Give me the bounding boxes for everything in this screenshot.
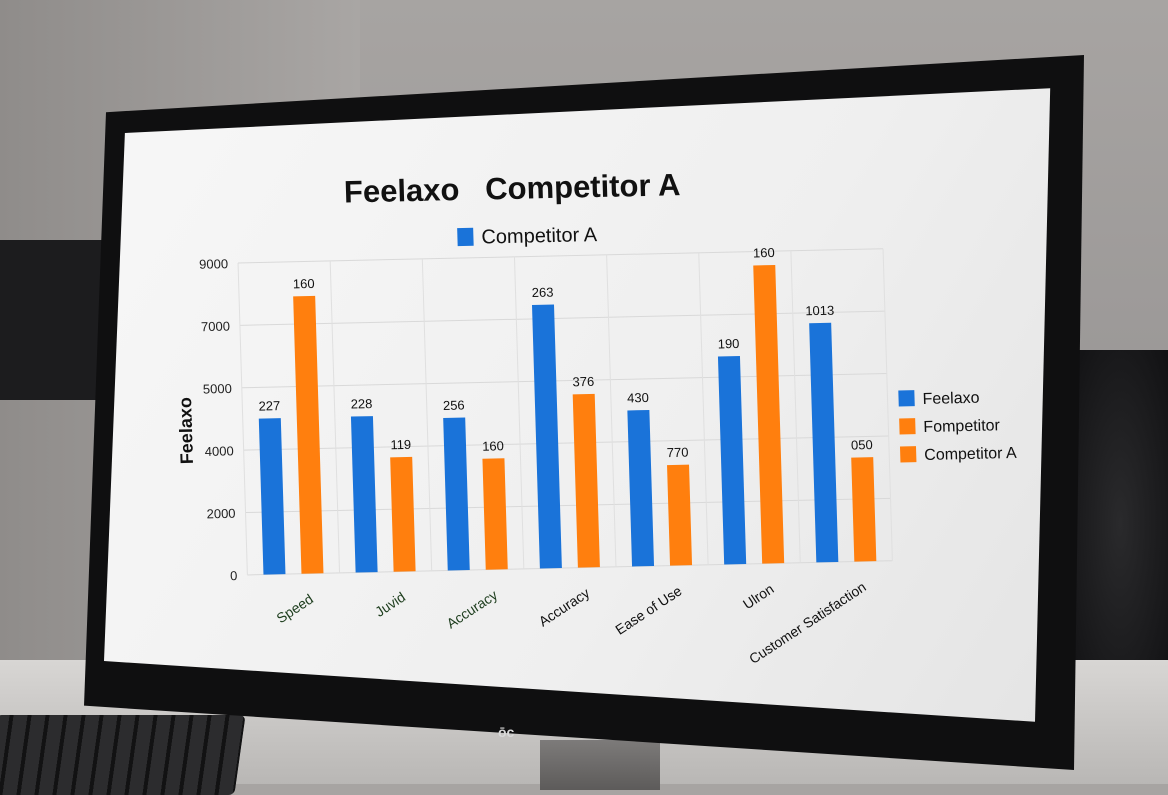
x-tick-label: Ulron xyxy=(740,580,777,612)
legend-swatch xyxy=(898,390,915,407)
gridline-vertical xyxy=(606,254,617,567)
bar-data-label: 770 xyxy=(667,445,689,460)
bar-feelaxo-5 xyxy=(717,355,747,565)
bar-feelaxo-0 xyxy=(258,418,286,575)
y-tick-label: 5000 xyxy=(203,381,232,397)
y-tick-label: 0 xyxy=(230,568,238,583)
bar-feelaxo-6 xyxy=(809,322,839,563)
bar-data-label: 190 xyxy=(717,336,739,351)
gridline-horizontal xyxy=(241,373,887,389)
gridline-vertical xyxy=(790,250,801,563)
gridline-horizontal xyxy=(238,248,884,264)
bar-data-label: 160 xyxy=(482,438,504,453)
bar-data-label: 430 xyxy=(627,390,649,405)
bar-data-label: 227 xyxy=(258,398,280,413)
y-tick-label: 9000 xyxy=(199,256,228,272)
x-tick-label: Accuracy xyxy=(443,587,500,632)
bar-data-label: 1013 xyxy=(805,303,834,319)
legend-swatch xyxy=(899,446,917,463)
bar-competitor-a-5 xyxy=(753,264,785,564)
bar-data-label: 119 xyxy=(390,437,411,452)
chart-title: Feelaxo Competitor A xyxy=(343,167,680,209)
bar-competitor-a-6 xyxy=(851,457,877,562)
background-equipment xyxy=(0,240,110,400)
gridline-vertical xyxy=(421,258,433,571)
bar-data-label: 050 xyxy=(851,437,873,452)
top-legend-label: Competitor A xyxy=(481,224,598,249)
gridline-vertical xyxy=(237,262,248,575)
chart-legend: Feelaxo Fompetitor Competitor A xyxy=(898,390,1017,464)
gridline-vertical xyxy=(513,256,525,569)
gridline-horizontal xyxy=(239,310,885,326)
gridline-horizontal xyxy=(245,497,891,514)
y-tick-label: 2000 xyxy=(206,506,235,522)
bar-feelaxo-4 xyxy=(627,409,655,567)
x-tick-label: Accuracy xyxy=(536,585,593,630)
bar-data-label: 160 xyxy=(753,245,775,260)
bar-data-label: 160 xyxy=(293,276,315,291)
monitor-stand xyxy=(540,740,660,790)
legend-label: Feelaxo xyxy=(922,390,980,408)
bar-competitor-a-3 xyxy=(572,393,600,568)
gridline-horizontal xyxy=(247,560,893,576)
x-tick-label: Speed xyxy=(273,591,316,627)
bar-competitor-a-0 xyxy=(293,295,324,574)
top-legend-swatch xyxy=(457,227,474,247)
y-tick-label: 4000 xyxy=(205,443,234,459)
bar-feelaxo-1 xyxy=(350,416,378,573)
chart-gridlines xyxy=(237,248,893,576)
chart-y-ticks: 0 2000 4000 5000 7000 9000 xyxy=(199,256,238,583)
bar-competitor-a-2 xyxy=(482,458,508,570)
bar-data-label: 256 xyxy=(443,398,465,413)
monitor-brand-logo: ōc xyxy=(498,724,515,740)
bar-data-label: 228 xyxy=(350,396,372,411)
gridline-vertical xyxy=(882,248,893,561)
gridline-vertical xyxy=(329,260,341,573)
bar-competitor-a-4 xyxy=(667,464,693,566)
legend-label: Competitor A xyxy=(924,445,1017,464)
bar-data-label: 263 xyxy=(532,285,554,300)
legend-label: Fompetitor xyxy=(923,417,1001,436)
bar-feelaxo-3 xyxy=(531,304,562,569)
chart-x-ticks: Speed Juvid Accuracy Accuracy Ease of Use Ulr… xyxy=(273,578,868,666)
bar-competitor-a-1 xyxy=(390,456,416,572)
chart-data-labels: 227 228 256 263 430 190 1013 160 119 160 376 770 160… xyxy=(258,245,873,460)
x-tick-label: Juvid xyxy=(372,589,408,620)
x-tick-label: Ease of Use xyxy=(612,582,684,637)
bar-feelaxo-2 xyxy=(443,417,470,571)
bar-data-label: 376 xyxy=(572,374,594,389)
y-axis-label: Feelaxo xyxy=(175,397,197,464)
gridline-horizontal xyxy=(243,435,889,451)
gridline-vertical xyxy=(698,252,709,565)
chart-bars xyxy=(258,264,877,575)
legend-swatch xyxy=(899,418,916,435)
y-tick-label: 7000 xyxy=(201,319,230,335)
